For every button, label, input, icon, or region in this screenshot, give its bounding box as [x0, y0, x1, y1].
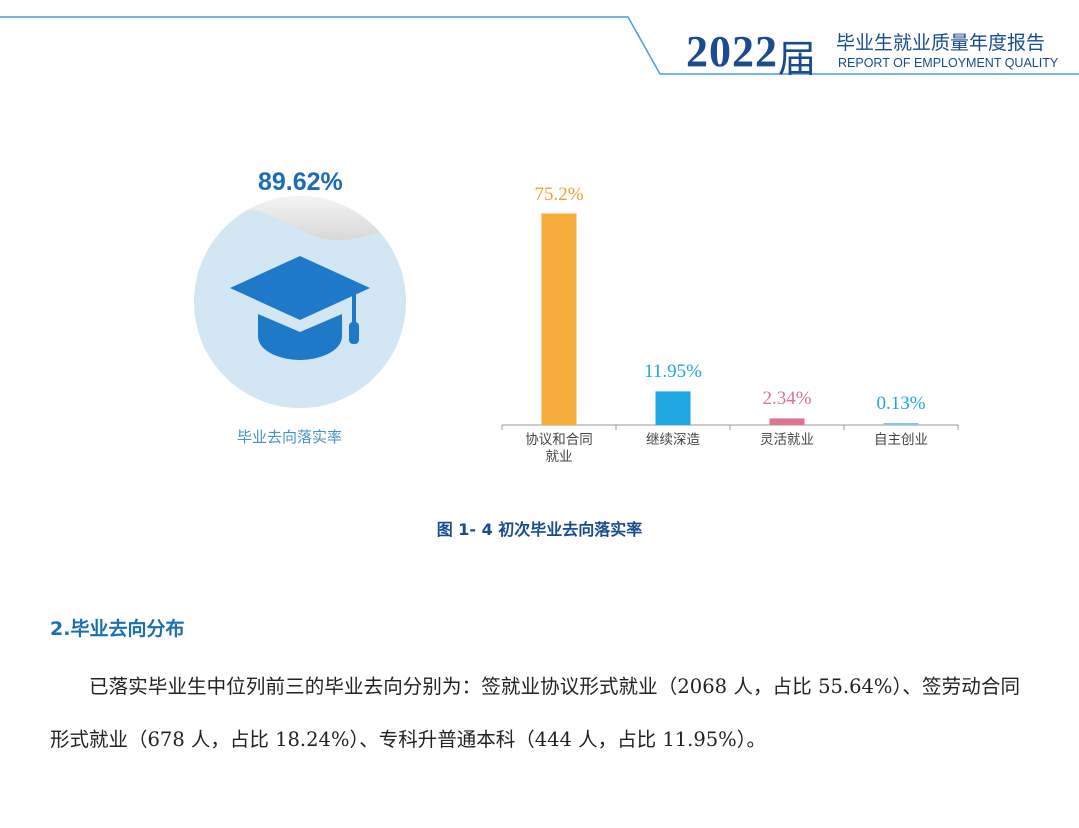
category-label-line: 继续深造 [646, 432, 700, 448]
placement-rate-value: 89.62% [258, 168, 343, 196]
placement-destination-bar-chart [501, 213, 959, 430]
category-label: 继续深造 [618, 432, 728, 449]
bar-value-label: 11.95% [644, 361, 702, 383]
bar-value-label: 75.2% [534, 183, 584, 205]
category-label: 灵活就业 [732, 432, 842, 449]
bar [541, 213, 577, 425]
category-label-line: 自主创业 [874, 432, 928, 448]
graduation-cap-icon [230, 256, 370, 360]
bar-value-label: 2.34% [762, 388, 812, 410]
category-label-line: 就业 [545, 449, 573, 465]
bar [769, 418, 805, 425]
bar [655, 391, 691, 425]
placement-rate-label: 毕业去向落实率 [237, 428, 343, 446]
category-label-line: 灵活就业 [760, 432, 814, 448]
report-jie: 届 [778, 37, 817, 81]
report-title-cn: 毕业生就业质量年度报告 [836, 32, 1046, 54]
section-title: 2.毕业去向分布 [50, 618, 185, 640]
bar-value-label: 0.13% [876, 393, 926, 414]
body-paragraph: 已落实毕业生中位列前三的毕业去向分别为：签就业协议形式就业（2068 人，占比 … [50, 675, 1020, 751]
placement-rate-circle [194, 196, 406, 408]
category-label-line: 协议和合同 [525, 432, 593, 448]
figure-caption: 图 1- 4 初次毕业去向落实率 [436, 520, 643, 539]
report-year: 2022 [686, 27, 778, 76]
category-label: 自主创业 [846, 432, 956, 449]
header-decoration-line [0, 16, 1079, 75]
category-label: 协议和合同 就业 [504, 432, 614, 466]
report-title-en: REPORT OF EMPLOYMENT QUALITY [838, 56, 1059, 70]
bar [883, 423, 919, 425]
